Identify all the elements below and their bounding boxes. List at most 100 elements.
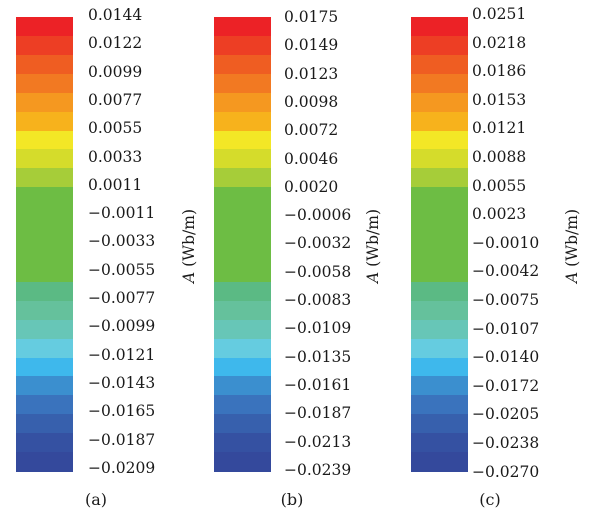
tick-label: −0.0055 <box>88 260 156 279</box>
color-band <box>411 168 468 188</box>
color-band <box>214 54 271 75</box>
color-band <box>411 187 468 207</box>
color-band <box>411 452 468 472</box>
color-band <box>214 357 271 378</box>
color-band <box>16 187 73 207</box>
tick-label: −0.0006 <box>284 206 352 225</box>
tick-label: −0.0270 <box>472 462 540 481</box>
unit-label: A (Wb/m) <box>364 209 382 283</box>
color-band <box>214 376 271 396</box>
color-band <box>214 149 271 169</box>
color-band <box>214 92 271 113</box>
tick-label: 0.0186 <box>472 62 527 81</box>
color-band <box>411 111 468 132</box>
color-band <box>214 225 271 245</box>
color-band <box>411 395 468 415</box>
color-band <box>411 17 468 37</box>
tick-label: −0.0099 <box>88 317 156 336</box>
tick-label: 0.0055 <box>88 119 143 138</box>
color-band <box>411 92 468 113</box>
color-band <box>16 54 73 75</box>
color-band <box>411 35 468 56</box>
color-band <box>16 168 73 188</box>
color-band <box>411 54 468 75</box>
tick-label: 0.0218 <box>472 33 527 52</box>
tick-label: −0.0010 <box>472 233 540 252</box>
tick-label: 0.0077 <box>88 90 143 109</box>
color-band <box>411 376 468 396</box>
tick-label: −0.0161 <box>284 375 352 394</box>
color-band <box>16 244 73 264</box>
tick-label: −0.0032 <box>284 234 352 253</box>
color-band <box>214 395 271 415</box>
color-band <box>16 414 73 434</box>
color-band <box>411 338 468 359</box>
tick-label: −0.0209 <box>88 458 156 477</box>
tick-label: −0.0109 <box>284 319 352 338</box>
tick-label: 0.0149 <box>284 36 339 55</box>
tick-label: −0.0107 <box>472 319 540 338</box>
color-band <box>16 73 73 94</box>
unit-label: A (Wb/m) <box>563 209 581 283</box>
tick-label: 0.0011 <box>88 175 143 194</box>
tick-label: 0.0153 <box>472 90 527 109</box>
color-band <box>411 433 468 453</box>
tick-label: −0.0187 <box>88 430 156 449</box>
tick-label: −0.0121 <box>88 345 156 364</box>
unit-label: A (Wb/m) <box>180 209 198 283</box>
color-band <box>16 338 73 359</box>
color-band <box>411 149 468 169</box>
tick-label: 0.0046 <box>284 149 339 168</box>
tick-label: 0.0144 <box>88 6 143 24</box>
tick-label: 0.0072 <box>284 121 339 140</box>
color-band <box>411 281 468 302</box>
tick-label: 0.0122 <box>88 34 143 53</box>
color-band <box>214 338 271 359</box>
color-band <box>214 262 271 283</box>
color-band <box>214 17 271 37</box>
color-band <box>411 73 468 94</box>
tick-label: −0.0140 <box>472 348 540 367</box>
color-band <box>16 35 73 56</box>
color-band <box>16 395 73 415</box>
color-band <box>16 452 73 472</box>
color-band <box>411 206 468 226</box>
colorbar-b <box>214 17 271 472</box>
tick-label: 0.0099 <box>88 62 143 81</box>
unit-text: (Wb/m) <box>180 209 198 272</box>
tick-label: −0.0143 <box>88 373 156 392</box>
tick-label: −0.0238 <box>472 434 540 452</box>
tick-label: −0.0205 <box>472 405 540 424</box>
unit-symbol: A <box>180 271 198 283</box>
color-band <box>16 376 73 396</box>
tick-label: 0.0121 <box>472 119 527 138</box>
color-band <box>411 130 468 151</box>
color-band <box>214 319 271 340</box>
color-band <box>214 452 271 472</box>
tick-label: −0.0165 <box>88 402 156 421</box>
color-band <box>411 357 468 378</box>
tick-label: −0.0172 <box>472 376 540 395</box>
color-band <box>16 206 73 226</box>
tick-label: −0.0058 <box>284 262 352 281</box>
color-band <box>411 244 468 264</box>
color-band <box>16 319 73 340</box>
tick-label: −0.0213 <box>284 432 352 451</box>
color-band <box>214 73 271 94</box>
color-band <box>214 414 271 434</box>
tick-label: −0.0033 <box>88 232 156 251</box>
unit-symbol: A <box>364 271 382 283</box>
unit-text: (Wb/m) <box>563 209 581 272</box>
tick-label: 0.0023 <box>472 205 527 224</box>
subfigure-caption: (c) <box>479 490 501 509</box>
tick-label: −0.0075 <box>472 291 540 309</box>
color-band <box>16 300 73 321</box>
color-band <box>411 300 468 321</box>
color-band <box>16 92 73 113</box>
color-band <box>214 300 271 321</box>
color-band <box>16 149 73 169</box>
color-band <box>16 130 73 151</box>
tick-label: −0.0239 <box>284 460 352 479</box>
unit-text: (Wb/m) <box>364 209 382 272</box>
